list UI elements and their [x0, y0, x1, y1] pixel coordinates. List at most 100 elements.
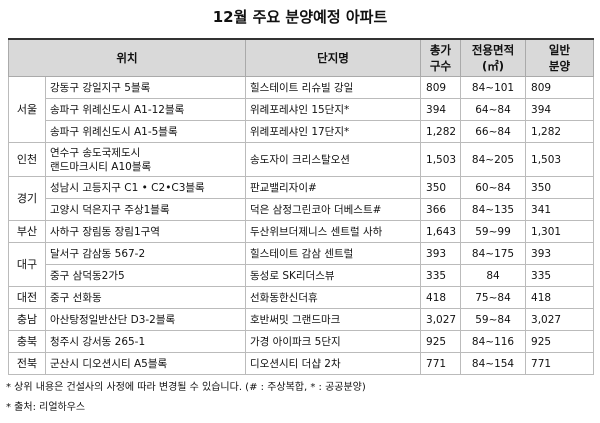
region-cell: 대구	[8, 242, 46, 287]
table-cell: 1,282	[420, 120, 462, 143]
table-cell: 청주시 강서동 265-1	[44, 330, 247, 353]
table-cell: 고양시 덕은지구 주상1블록	[44, 198, 247, 221]
header-cell: 단지명	[245, 38, 422, 77]
table-body: 서울 강동구 강일지구 5블록 힐스테이트 리슈빌 강일 809 84~101 809 송파…	[8, 76, 595, 375]
table-cell: 힐스테이트 감삼 센트럴	[245, 242, 422, 265]
table-cell: 60~84	[460, 176, 527, 199]
cell-line: 단지명	[317, 51, 349, 65]
title: 12월 주요 분양예정 아파트	[212, 8, 388, 26]
table-cell: 디오션시티 더샵 2차	[245, 352, 422, 375]
table-cell: 394	[525, 98, 595, 121]
table-cell: 위례포레샤인 15단지*	[245, 98, 422, 121]
table-cell: 1,503	[525, 142, 595, 177]
table-cell: 925	[525, 330, 595, 353]
table-cell: 송파구 위례신도시 A1-12블록	[44, 98, 247, 121]
table-cell: 강동구 강일지구 5블록	[44, 76, 247, 99]
table-cell: 418	[420, 286, 462, 309]
table-row: 송파구 위례신도시 A1-5블록 위례포레샤인 17단지* 1,282 66~84 1,…	[9, 120, 595, 143]
table-cell: 1,643	[420, 220, 462, 243]
table-cell: 힐스테이트 리슈빌 강일	[245, 76, 422, 99]
table-cell: 84	[460, 264, 527, 287]
cell-line: 일반	[548, 43, 571, 57]
table-cell: 350	[525, 176, 595, 199]
table-cell: 418	[525, 286, 595, 309]
table-cell: 판교밸리자이#	[245, 176, 422, 199]
cell-line: 연수구 송도국제도시	[50, 146, 141, 159]
table-cell: 394	[420, 98, 462, 121]
table-cell: 75~84	[460, 286, 527, 309]
table-cell: 군산시 디오션시티 A5블록	[44, 352, 247, 375]
table-cell: 84~101	[460, 76, 527, 99]
table-cell: 350	[420, 176, 462, 199]
table-cell: 송도자이 크리스탈오션	[245, 142, 422, 177]
table-cell: 925	[420, 330, 462, 353]
cell-line: (㎡)	[482, 59, 505, 73]
region-cell: 서울	[8, 76, 46, 143]
table-cell: 366	[420, 198, 462, 221]
cell-line: 분양	[548, 59, 571, 73]
table-cell: 위례포레샤인 17단지*	[245, 120, 422, 143]
table-row: 충남 아산탕정일반산단 D3-2블록 호반써밋 그랜드마크 3,027 59~84 3,0…	[8, 308, 595, 331]
note: * 상위 내용은 건설사의 사정에 따라 변경될 수 있습니다. (# : 주상…	[6, 382, 366, 393]
table-cell: 809	[525, 76, 595, 99]
header-cell: 위치	[7, 38, 247, 77]
table-cell: 아산탕정일반산단 D3-2블록	[44, 308, 247, 331]
table-cell: 3,027	[420, 308, 462, 331]
table-cell: 덕은 삼정그린코아 더베스트#	[245, 198, 422, 221]
table-row: 서울 강동구 강일지구 5블록 힐스테이트 리슈빌 강일 809 84~101 809	[8, 76, 595, 143]
table-row: 충북 청주시 강서동 265-1 가경 아이파크 5단지 925 84~116 925	[8, 330, 595, 353]
table-cell: 771	[525, 352, 595, 375]
table-cell: 393	[420, 242, 462, 265]
table-cell: 호반써밋 그랜드마크	[245, 308, 422, 331]
table-cell: 가경 아이파크 5단지	[245, 330, 422, 353]
table-cell: 335	[420, 264, 462, 287]
table-cell: 64~84	[460, 98, 527, 121]
table-cell: 달서구 감삼동 567-2	[44, 242, 247, 265]
table-cell: 341	[525, 198, 595, 221]
table-cell: 393	[525, 242, 595, 265]
header-cell: 전용면적 (㎡)	[460, 38, 527, 77]
region-cell: 전북	[8, 352, 46, 375]
table-row: 대전 중구 선화동 선화동한신더휴 418 75~84 418	[8, 286, 595, 309]
table-row: 중구 삼덕동2가5 동성로 SK리더스뷰 335 84 335	[9, 264, 595, 287]
table-row: 경기 성남시 고등지구 C1 • C2•C3블록 판교밸리자이# 350 60~84 35…	[8, 176, 595, 221]
cell-line: 총가	[429, 43, 452, 57]
table-cell: 성남시 고등지구 C1 • C2•C3블록	[44, 176, 247, 199]
cell-line: 위치	[116, 51, 138, 65]
table-cell: 66~84	[460, 120, 527, 143]
cell-line: 랜드마크시티 A10블록	[50, 160, 152, 173]
table-cell: 771	[420, 352, 462, 375]
table-cell: 1,301	[525, 220, 595, 243]
table-cell: 중구 선화동	[44, 286, 247, 309]
table-cell: 1,503	[420, 142, 462, 177]
table-row: 송파구 위례신도시 A1-12블록 위례포레샤인 15단지* 394 64~84 394	[9, 98, 595, 121]
table-cell: 84~135	[460, 198, 527, 221]
table-cell: 동성로 SK리더스뷰	[245, 264, 422, 287]
region-cell: 충남	[8, 308, 46, 331]
notes: * 상위 내용은 건설사의 사정에 따라 변경될 수 있습니다. (# : 주상…	[6, 378, 366, 418]
table-cell: 1,282	[525, 120, 595, 143]
table-cell: 809	[420, 76, 462, 99]
table-cell: 84~205	[460, 142, 527, 177]
header-row: 위치 단지명 총가 구수 전용면적 (㎡) 일반 분양	[7, 38, 595, 77]
table-cell: 84~175	[460, 242, 527, 265]
table-cell: 84~154	[460, 352, 527, 375]
table-cell: 송파구 위례신도시 A1-5블록	[44, 120, 247, 143]
table-row: 고양시 덕은지구 주상1블록 덕은 삼정그린코아 더베스트# 366 84~135 34…	[9, 198, 595, 221]
table-cell: 선화동한신더휴	[245, 286, 422, 309]
table-cell: 59~99	[460, 220, 527, 243]
region-cell: 경기	[8, 176, 46, 221]
region-cell: 부산	[8, 220, 46, 243]
table: 위치 단지명 총가 구수 전용면적 (㎡) 일반 분양 서울 강동구 강일지구 5블록 힐스테이트…	[7, 38, 595, 375]
region-cell: 대전	[8, 286, 46, 309]
table-cell: 3,027	[525, 308, 595, 331]
table-row: 부산 사하구 장림동 장림1구역 두산위브더제니스 센트럴 사하 1,643 59~99…	[8, 220, 595, 243]
table-cell: 중구 삼덕동2가5	[44, 264, 247, 287]
header-cell: 총가 구수	[420, 38, 462, 77]
table-cell: 두산위브더제니스 센트럴 사하	[245, 220, 422, 243]
table-row: 인천 연수구 송도국제도시 랜드마크시티 A10블록 송도자이 크리스탈오션 1,503…	[8, 142, 595, 177]
table-cell: 335	[525, 264, 595, 287]
